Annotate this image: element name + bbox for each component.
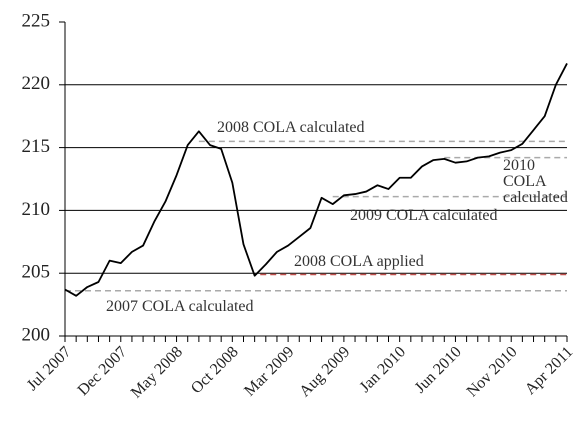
x-tick-label: Apr 2011 <box>522 343 577 398</box>
annotation: 2007 COLA calculated <box>106 298 254 315</box>
y-tick-label: 200 <box>22 324 51 345</box>
x-tick-label: May 2008 <box>128 343 186 401</box>
y-tick-label: 215 <box>22 136 51 157</box>
x-tick-label: Dec 2007 <box>75 343 131 399</box>
x-tick-label: Nov 2010 <box>464 343 521 400</box>
annotation: 2008 COLA calculated <box>217 119 365 136</box>
line-series <box>64 63 568 297</box>
x-tick-label: Jul 2007 <box>24 343 75 394</box>
x-tick-label: Mar 2009 <box>241 343 297 399</box>
x-tick-label: Jun 2010 <box>412 343 465 396</box>
y-tick-label: 210 <box>22 199 51 220</box>
x-tick-label: Oct 2008 <box>188 343 242 397</box>
annotation: 2008 COLA applied <box>294 253 424 270</box>
x-tick-label: Aug 2009 <box>296 343 353 400</box>
x-tick-label: Jan 2010 <box>357 343 410 396</box>
y-tick-label: 225 <box>22 10 51 31</box>
y-tick-label: 220 <box>22 73 51 94</box>
y-tick-label: 205 <box>22 262 51 283</box>
annotation: 2010 COLA calculated <box>503 157 568 206</box>
annotation: 2009 COLA calculated <box>350 207 498 224</box>
